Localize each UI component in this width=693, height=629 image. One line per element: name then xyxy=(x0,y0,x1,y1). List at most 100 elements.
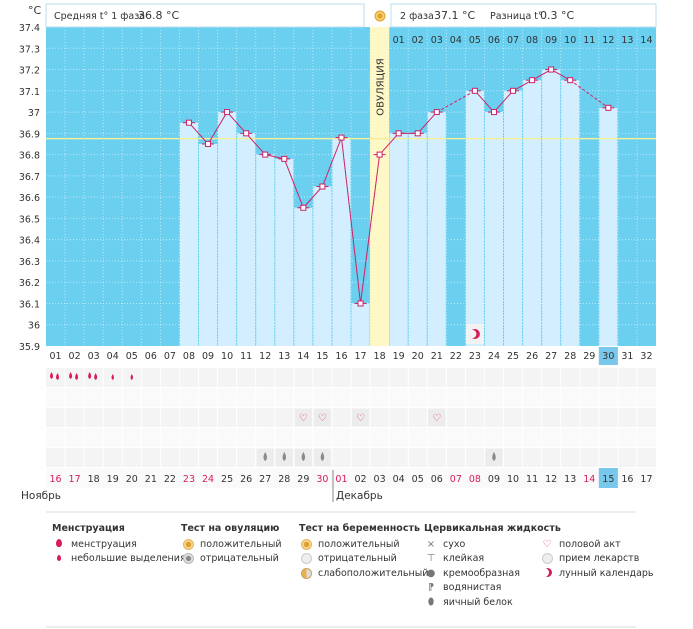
calendar-day-label: 11 xyxy=(526,474,538,485)
phase1-box xyxy=(45,3,365,28)
difference-label: Разница t° xyxy=(490,11,543,22)
temperature-segment xyxy=(550,69,571,81)
y-tick-label: 37.2 xyxy=(19,66,40,77)
legend-item: менструация xyxy=(52,538,186,553)
cycle-day-label: 13 xyxy=(278,351,290,362)
legend-item: слабоположительный xyxy=(299,567,428,582)
ovulation-test-positive-icon-core xyxy=(377,13,383,19)
calendar-day-label: 02 xyxy=(354,474,366,485)
heart-icon: ♡ xyxy=(542,538,552,550)
temperature-segment xyxy=(226,111,247,134)
phase2-day-label: 02 xyxy=(412,35,424,46)
temperature-column xyxy=(427,112,446,346)
cycle-day-axis[interactable]: 01 02 03 04 05 06 07 08 09 10 11 12 13 14 15 16 17 18 19 20… xyxy=(49,347,653,365)
temperature-segment xyxy=(569,79,609,109)
legend-item: ♡ половой акт xyxy=(540,538,654,553)
calendar-highlight xyxy=(598,468,618,488)
legend-item: отрицательный xyxy=(181,552,282,567)
cycle-day-label: 29 xyxy=(583,351,595,362)
temperature-column xyxy=(313,186,332,346)
egg-white-icon: ⬮ xyxy=(427,596,435,608)
calendar-day-label: 17 xyxy=(640,474,652,485)
cycle-day-label: 26 xyxy=(526,351,538,362)
ovulation-label: ОВУЛЯЦИЯ xyxy=(376,58,387,116)
pregnancy-weak-icon xyxy=(299,567,313,580)
temperature-point xyxy=(185,119,192,126)
calendar-day-label: 13 xyxy=(564,474,576,485)
small-drop-icon xyxy=(130,374,134,380)
temperature-segment xyxy=(207,111,228,145)
calendar-day-label: 09 xyxy=(488,474,500,485)
grid-lines xyxy=(46,27,656,346)
calendar-day-label: 17 xyxy=(69,474,81,485)
calendar-day-label: 16 xyxy=(49,474,61,485)
temperature-segment xyxy=(531,69,552,81)
temperature-point xyxy=(319,183,326,190)
calendar-day-label: 30 xyxy=(316,474,328,485)
temperature-column xyxy=(542,69,561,347)
calendar-day-label: 16 xyxy=(621,474,633,485)
pregnancy-positive-icon xyxy=(299,538,313,551)
cycle-day-label: 11 xyxy=(240,351,252,362)
temperature-column xyxy=(599,107,618,347)
calendar-day-label: 19 xyxy=(107,474,119,485)
y-tick-label: 36.2 xyxy=(19,278,40,289)
temperature-segment xyxy=(302,186,323,209)
cycle-day-label: 31 xyxy=(621,351,633,362)
phase2-day-label: 04 xyxy=(450,35,462,46)
drops-icon xyxy=(52,538,66,551)
calendar-day-label: 05 xyxy=(412,474,424,485)
legend-label: положительный xyxy=(200,538,282,550)
calendar-day-label: 14 xyxy=(583,474,595,485)
phase2-day-label: 07 xyxy=(507,35,519,46)
phase2-day-label: 03 xyxy=(431,35,443,46)
temperature-point xyxy=(433,109,440,116)
temperature-segment xyxy=(265,154,285,160)
y-tick-label: 37.1 xyxy=(19,87,40,98)
temperature-column xyxy=(256,154,275,346)
temperature-point xyxy=(243,130,250,137)
egg-white-icon xyxy=(320,452,325,461)
pregnancy-negative-icon xyxy=(299,553,313,565)
heart-icon: ♡ xyxy=(318,413,327,424)
cycle-day-label: 08 xyxy=(183,351,195,362)
cycle-day-label: 10 xyxy=(221,351,233,362)
calendar-day-label: 27 xyxy=(259,474,271,485)
egg-white-icon xyxy=(263,452,267,461)
cycle-day-label: 05 xyxy=(126,351,138,362)
calendar-axis[interactable]: 16 17 18 19 20 21 22 23 24 25 26 27 28 29 30 01 02 03 04 05… xyxy=(46,468,656,488)
phase2-day-labels: 01 02 03 04 05 06 07 08 09 10 11 12 13 14 xyxy=(393,35,653,46)
y-tick-label: 36.7 xyxy=(19,172,40,183)
temperature-segment xyxy=(436,90,476,113)
temperature-column xyxy=(237,133,256,346)
cycle-day-label: 25 xyxy=(507,351,519,362)
y-tick-label: 36.9 xyxy=(19,129,40,140)
temperature-segment xyxy=(188,122,209,145)
legend-item: положительный xyxy=(299,538,428,553)
temperature-column xyxy=(504,90,523,346)
y-tick-label: 36.5 xyxy=(19,214,40,225)
temperature-point xyxy=(510,87,517,94)
calendar-day-label: 06 xyxy=(431,474,443,485)
sex-cell xyxy=(428,409,446,426)
phase2-box xyxy=(390,3,657,28)
legend-item: × сухо xyxy=(424,538,561,553)
temperature-segment xyxy=(474,90,495,113)
temperature-column xyxy=(484,112,503,346)
temperature-point xyxy=(548,66,555,73)
small-drop-icon xyxy=(52,553,66,565)
cycle-day-label: 23 xyxy=(469,351,481,362)
legend-other: ♡ половой акт прием лекарств лунный кален… xyxy=(540,522,654,581)
y-tick-label: 36.4 xyxy=(19,236,40,247)
legend-menstruation: Менструация менструация небольшие выделе… xyxy=(52,522,186,567)
dry-icon: × xyxy=(426,538,436,550)
phase2-value: 37.1 °C xyxy=(434,9,475,22)
legend-menstruation-title: Менструация xyxy=(52,523,125,534)
legend-label: небольшие выделения xyxy=(71,553,186,564)
legend-pregnancy-test: Тест на беременность положительный отриц… xyxy=(299,522,428,581)
y-tick-label: 36.1 xyxy=(19,299,40,310)
temperature-column xyxy=(218,112,237,346)
egg-white-icon xyxy=(301,452,306,461)
cycle-day-label: 16 xyxy=(335,351,347,362)
ovulation-positive-icon xyxy=(181,538,195,551)
